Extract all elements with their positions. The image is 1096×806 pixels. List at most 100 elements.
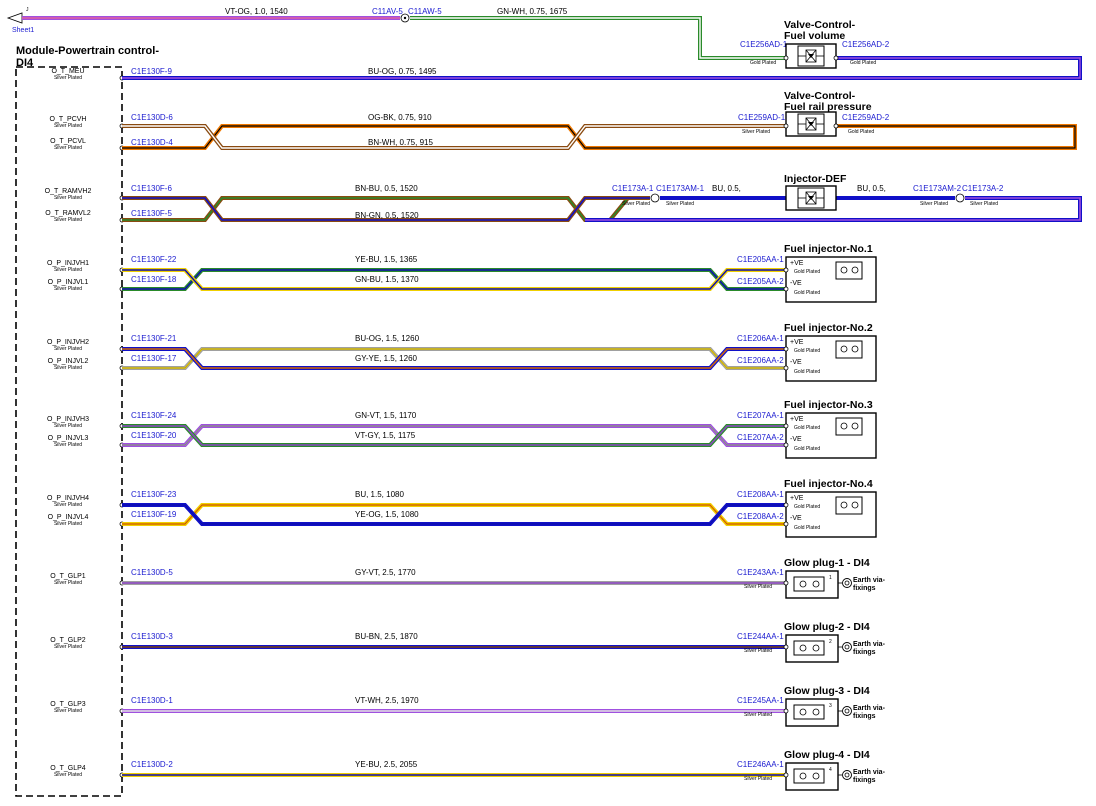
wire-from-a[interactable]: C1E130F-22 (131, 255, 177, 264)
fuel-injector-2[interactable]: C1E130F-21 BU-OG, 1.5, 1260 C1E130F-17 GY-Y… (122, 322, 877, 382)
plating-label: Silver Plated (666, 201, 694, 207)
connector[interactable]: C1E245AA-1 (737, 696, 784, 705)
connector-a[interactable]: C1E206AA-1 (737, 334, 784, 343)
injector-title: Fuel injector-No.1 (784, 243, 873, 255)
wire-from[interactable]: C1E130D-5 (131, 568, 173, 577)
connector[interactable]: C1E244AA-1 (737, 632, 784, 641)
pin-name: O_T_GLP3 (50, 701, 86, 708)
wire-from[interactable]: C1E130D-2 (131, 760, 173, 769)
pin-name: O_T_GLP4 (50, 765, 86, 772)
sheet-reference[interactable]: J Sheet1 (6, 7, 34, 34)
pin-plating: Silver Plated (54, 123, 82, 129)
pin-icon (783, 365, 789, 371)
valve-fuel-volume[interactable]: C1E130F-9 BU-OG, 0.75, 1495 Valve-Contro… (122, 19, 1082, 80)
connector-a[interactable]: C1E207AA-1 (737, 411, 784, 420)
connector-b[interactable]: C1E205AA-2 (737, 277, 784, 286)
wire-from-b[interactable]: C1E130F-19 (131, 510, 177, 519)
fuel-injector-4[interactable]: C1E130F-23 BU, 1.5, 1080 C1E130F-19 YE-OG, … (122, 478, 877, 538)
injector-symbol-icon (797, 187, 825, 209)
fuel-injector-3[interactable]: C1E130F-24 GN-VT, 1.5, 1170 C1E130F-20 VT-G… (122, 399, 877, 459)
pin-icon (783, 123, 789, 129)
wire-spec-a: GN-VT, 1.5, 1170 (355, 411, 417, 420)
wire-from-b[interactable]: C1E130F-18 (131, 275, 177, 284)
glow-plug-element-icon (793, 640, 825, 656)
wire-spec: GY-VT, 2.5, 1770 (355, 568, 416, 577)
wire-from-a[interactable]: C1E130F-21 (131, 334, 177, 343)
wire-from-b[interactable]: C1E130F-17 (131, 354, 177, 363)
valve-rail-pressure[interactable]: C1E130D-6 OG-BK, 0.75, 910 C1E130D-4 BN-… (122, 90, 1077, 150)
sheet-link[interactable]: Sheet1 (12, 27, 34, 34)
def-left-conn-2[interactable]: C1E173AM-1 (656, 184, 705, 193)
wire-spec-b: GN-BU, 1.5, 1370 (355, 275, 419, 284)
glow-plug-2[interactable]: C1E130D-3 BU-BN, 2.5, 1870 C1E244AA-1 Silve… (122, 621, 886, 663)
def-wire-a-from[interactable]: C1E130F-6 (131, 184, 172, 193)
earth-label: Earth via- (853, 769, 886, 776)
connector-a[interactable]: C1E208AA-1 (737, 490, 784, 499)
valve-rail-title-1: Valve-Control- (784, 90, 856, 102)
wire-from[interactable]: C1E130D-3 (131, 632, 173, 641)
wire-from-a[interactable]: C1E130F-23 (131, 490, 177, 499)
valve-rail-conn-left[interactable]: C1E259AD-1 (738, 113, 786, 122)
def-wire-b-from[interactable]: C1E130F-5 (131, 209, 172, 218)
glow-plug-title: Glow plug-2 - DI4 (784, 621, 870, 633)
fuel-injector-1[interactable]: C1E130F-22 YE-BU, 1.5, 1365 C1E130F-18 GN-B… (122, 243, 877, 303)
plating-label: Silver Plated (744, 712, 772, 718)
pcv-wire-a-from[interactable]: C1E130D-6 (131, 113, 173, 122)
top-wire-group[interactable]: VT-OG, 1.0, 1540 C11AV-5 C11AW-5 GN-WH, … (22, 7, 786, 60)
pin-label: -VE (790, 436, 802, 443)
plating-label: Gold Plated (794, 504, 820, 510)
def-right-conn-2[interactable]: C1E173A-2 (962, 184, 1004, 193)
pin-name: O_P_INJVL2 (48, 358, 89, 365)
pin-plating: Silver Plated (54, 502, 82, 508)
wire-from-b[interactable]: C1E130F-20 (131, 431, 177, 440)
valve-fuel-volume-conn-right[interactable]: C1E256AD-2 (842, 40, 890, 49)
connector-b[interactable]: C1E207AA-2 (737, 433, 784, 442)
solenoid-icon (835, 340, 863, 359)
wire-from[interactable]: C1E130D-1 (131, 696, 173, 705)
glow-plug-1[interactable]: C1E130D-5 GY-VT, 2.5, 1770 C1E243AA-1 Silve… (122, 557, 886, 599)
pin-name: O_T_PCVL (50, 138, 86, 145)
connector-b[interactable]: C1E206AA-2 (737, 356, 784, 365)
pin-icon (783, 267, 789, 273)
injector-def[interactable]: C1E130F-6 BN-BU, 0.5, 1520 C1E130F-5 BN-… (122, 173, 1082, 222)
plating-label: Gold Plated (750, 60, 776, 66)
connector-a[interactable]: C1E205AA-1 (737, 255, 784, 264)
wire-spec-b: YE-OG, 1.5, 1080 (355, 510, 419, 519)
connector[interactable]: C1E246AA-1 (737, 760, 784, 769)
def-right-conn-1[interactable]: C1E173AM-2 (913, 184, 962, 193)
meu-wire-from[interactable]: C1E130F-9 (131, 67, 172, 76)
connector[interactable]: C1E243AA-1 (737, 568, 784, 577)
pin-icon (783, 772, 789, 778)
wire-spec: BU-BN, 2.5, 1870 (355, 632, 418, 641)
valve-fuel-volume-conn-left[interactable]: C1E256AD-1 (740, 40, 788, 49)
def-left-conn-1[interactable]: C1E173A-1 (612, 184, 654, 193)
splice-label-b[interactable]: C11AW-5 (408, 7, 442, 16)
splice-label-a[interactable]: C11AV-5 (372, 7, 403, 16)
pin-plating: Silver Plated (54, 580, 82, 586)
glow-plug-title: Glow plug-1 - DI4 (784, 557, 870, 569)
wire-from-a[interactable]: C1E130F-24 (131, 411, 177, 420)
glow-plug-3[interactable]: C1E130D-1 VT-WH, 2.5, 1970 C1E245AA-1 Silve… (122, 685, 886, 727)
pcv-wire-b-from[interactable]: C1E130D-4 (131, 138, 173, 147)
valve-rail-conn-right[interactable]: C1E259AD-2 (842, 113, 890, 122)
valve-symbol-icon (797, 113, 825, 135)
connector-b[interactable]: C1E208AA-2 (737, 512, 784, 521)
glow-plug-4[interactable]: C1E130D-2 YE-BU, 2.5, 2055 C1E246AA-1 Silve… (122, 749, 886, 791)
